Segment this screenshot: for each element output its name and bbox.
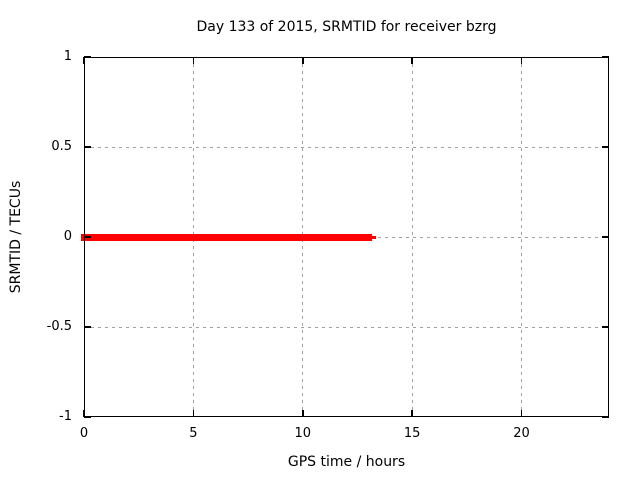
x-tick-label: 20 xyxy=(513,426,530,441)
x-tick-top xyxy=(411,57,413,64)
y-tick-left xyxy=(84,146,91,148)
y-tick-left xyxy=(84,326,91,328)
y-tick-label: -0.5 xyxy=(46,319,72,334)
y-tick-right xyxy=(602,146,609,148)
y-tick-right xyxy=(602,236,609,238)
x-tick-bottom xyxy=(520,410,523,417)
x-tick-label: 5 xyxy=(189,426,198,441)
x-tick-top xyxy=(302,57,304,64)
y-tick-label: 0.5 xyxy=(51,139,72,154)
y-gridline xyxy=(84,326,609,328)
x-tick-top xyxy=(520,57,523,64)
y-gridline xyxy=(84,146,609,148)
data-series-line xyxy=(366,235,377,239)
y-tick-label: 1 xyxy=(63,49,72,64)
y-tick-left xyxy=(84,236,91,238)
y-tick-left xyxy=(84,56,91,58)
x-tick-top xyxy=(83,57,85,64)
x-tick-bottom xyxy=(302,410,304,417)
x-tick-bottom xyxy=(411,410,413,417)
y-tick-right xyxy=(602,326,609,328)
y-tick-right xyxy=(602,416,609,418)
x-tick-top xyxy=(192,57,195,64)
x-tick-bottom xyxy=(192,410,195,417)
y-tick-label: 0 xyxy=(63,229,72,244)
x-tick-label: 10 xyxy=(294,426,312,441)
x-axis-label: GPS time / hours xyxy=(287,454,406,470)
y-tick-left xyxy=(84,416,91,418)
x-tick-label: 15 xyxy=(403,426,421,441)
chart-title: Day 133 of 2015, SRMTID for receiver bzr… xyxy=(196,19,497,35)
data-series-line xyxy=(80,233,372,241)
y-tick-right xyxy=(602,56,609,58)
y-tick-label: -1 xyxy=(59,409,72,424)
x-tick-label: 0 xyxy=(79,426,89,441)
